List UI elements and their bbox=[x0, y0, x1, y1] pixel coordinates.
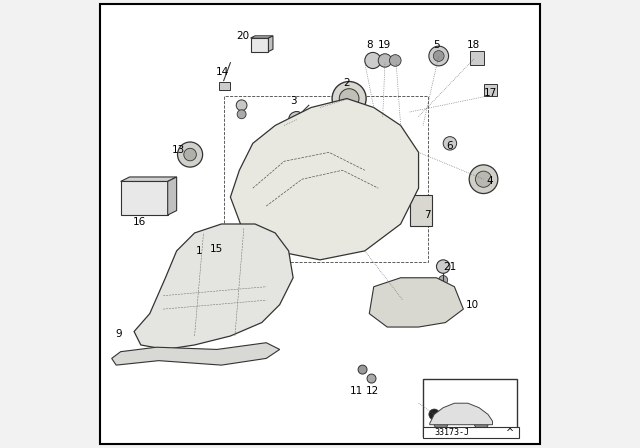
Text: 21: 21 bbox=[444, 262, 456, 271]
Ellipse shape bbox=[339, 89, 359, 108]
Text: 15: 15 bbox=[209, 244, 223, 254]
Bar bbox=[410, 195, 432, 226]
Ellipse shape bbox=[177, 142, 203, 167]
Bar bbox=[224, 96, 428, 262]
Ellipse shape bbox=[280, 179, 307, 206]
Ellipse shape bbox=[433, 51, 444, 61]
Text: 5: 5 bbox=[433, 40, 440, 50]
Bar bbox=[484, 84, 497, 96]
Polygon shape bbox=[168, 177, 177, 215]
Text: 9: 9 bbox=[115, 329, 122, 339]
Polygon shape bbox=[121, 181, 168, 215]
Ellipse shape bbox=[443, 137, 457, 150]
Ellipse shape bbox=[435, 420, 448, 429]
Ellipse shape bbox=[332, 82, 366, 116]
Text: 1: 1 bbox=[196, 246, 202, 256]
Ellipse shape bbox=[358, 365, 367, 374]
Ellipse shape bbox=[365, 52, 381, 69]
Text: 3: 3 bbox=[290, 96, 296, 106]
Bar bbox=[423, 427, 519, 438]
Polygon shape bbox=[121, 177, 177, 181]
Ellipse shape bbox=[429, 46, 449, 66]
Ellipse shape bbox=[367, 374, 376, 383]
Ellipse shape bbox=[429, 409, 440, 420]
Text: 12: 12 bbox=[366, 386, 379, 396]
Text: 2: 2 bbox=[344, 78, 350, 88]
Ellipse shape bbox=[474, 420, 488, 429]
Polygon shape bbox=[269, 36, 273, 52]
Ellipse shape bbox=[354, 190, 376, 213]
Bar bbox=[470, 51, 484, 65]
Ellipse shape bbox=[184, 148, 196, 161]
Polygon shape bbox=[112, 343, 280, 365]
Text: 16: 16 bbox=[133, 217, 146, 227]
Ellipse shape bbox=[236, 100, 247, 111]
Ellipse shape bbox=[266, 166, 320, 220]
Ellipse shape bbox=[469, 165, 498, 194]
Text: 7: 7 bbox=[424, 210, 431, 220]
Ellipse shape bbox=[378, 54, 392, 67]
Ellipse shape bbox=[389, 55, 401, 66]
Ellipse shape bbox=[439, 276, 448, 284]
Text: 17: 17 bbox=[484, 88, 497, 98]
Ellipse shape bbox=[393, 293, 413, 312]
Ellipse shape bbox=[289, 112, 305, 128]
Ellipse shape bbox=[342, 178, 388, 225]
Ellipse shape bbox=[332, 168, 398, 235]
Ellipse shape bbox=[237, 110, 246, 119]
Text: 10: 10 bbox=[466, 300, 479, 310]
Ellipse shape bbox=[397, 297, 408, 308]
Text: 20: 20 bbox=[236, 31, 250, 41]
Text: 14: 14 bbox=[216, 67, 229, 77]
Polygon shape bbox=[251, 38, 269, 52]
Polygon shape bbox=[430, 403, 493, 425]
Text: 18: 18 bbox=[467, 40, 480, 50]
Polygon shape bbox=[369, 278, 463, 327]
Text: 8: 8 bbox=[366, 40, 372, 50]
Bar bbox=[423, 379, 517, 437]
Bar bbox=[220, 82, 230, 90]
Text: 6: 6 bbox=[447, 141, 453, 151]
Text: 19: 19 bbox=[378, 40, 390, 50]
Text: 33173-J: 33173-J bbox=[435, 428, 469, 437]
Text: 13: 13 bbox=[172, 145, 184, 155]
Ellipse shape bbox=[255, 155, 332, 231]
Text: ^: ^ bbox=[506, 428, 515, 438]
Ellipse shape bbox=[436, 260, 450, 273]
Text: 4: 4 bbox=[487, 177, 493, 186]
Polygon shape bbox=[251, 36, 273, 38]
Ellipse shape bbox=[476, 171, 492, 187]
Polygon shape bbox=[230, 99, 419, 260]
Text: 11: 11 bbox=[350, 386, 364, 396]
Polygon shape bbox=[134, 224, 293, 349]
